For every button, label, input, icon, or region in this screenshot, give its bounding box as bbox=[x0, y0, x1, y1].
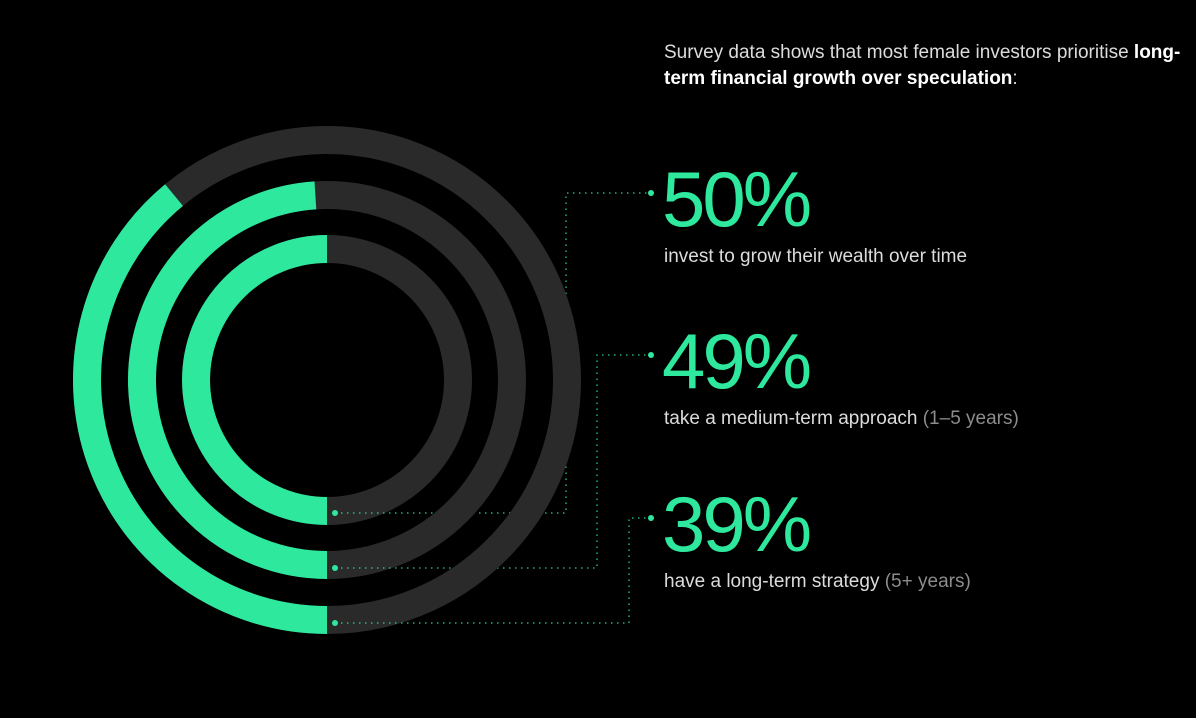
connector-dot bbox=[332, 510, 338, 516]
stat-3: 39% have a long-term strategy (5+ years) bbox=[662, 485, 971, 593]
stat-1: 50% invest to grow their wealth over tim… bbox=[662, 160, 967, 268]
connector-dot bbox=[648, 190, 654, 196]
stat-percent: 39% bbox=[662, 480, 812, 568]
ring-value-arc bbox=[73, 184, 328, 634]
stat-percent: 50% bbox=[662, 155, 812, 243]
desc-note: (5+ years) bbox=[884, 571, 971, 592]
intro-end: : bbox=[1012, 68, 1018, 89]
connector-dot bbox=[332, 565, 338, 571]
desc-text: have a long-term strategy bbox=[664, 571, 880, 592]
stat-description: have a long-term strategy (5+ years) bbox=[664, 571, 971, 593]
desc-text: invest to grow their wealth over time bbox=[664, 246, 968, 267]
desc-text: take a medium-term approach bbox=[664, 408, 918, 429]
stat-2: 49% take a medium-term approach (1–5 yea… bbox=[662, 322, 1019, 430]
intro-plain: Survey data shows that most female inves… bbox=[664, 42, 1134, 63]
stat-description: take a medium-term approach (1–5 years) bbox=[664, 408, 1019, 430]
connector-dot bbox=[648, 352, 654, 358]
connector-dot bbox=[332, 620, 338, 626]
ring-value-arc bbox=[128, 181, 328, 579]
desc-note: (1–5 years) bbox=[922, 408, 1019, 429]
stat-percent: 49% bbox=[662, 317, 812, 405]
stat-description: invest to grow their wealth over time bbox=[664, 246, 967, 268]
connector-dot bbox=[648, 515, 654, 521]
intro-bold: long-term financial growth over speculat… bbox=[664, 42, 1181, 89]
ring-value-arc bbox=[182, 235, 328, 525]
intro-text: Survey data shows that most female inves… bbox=[664, 40, 1196, 92]
